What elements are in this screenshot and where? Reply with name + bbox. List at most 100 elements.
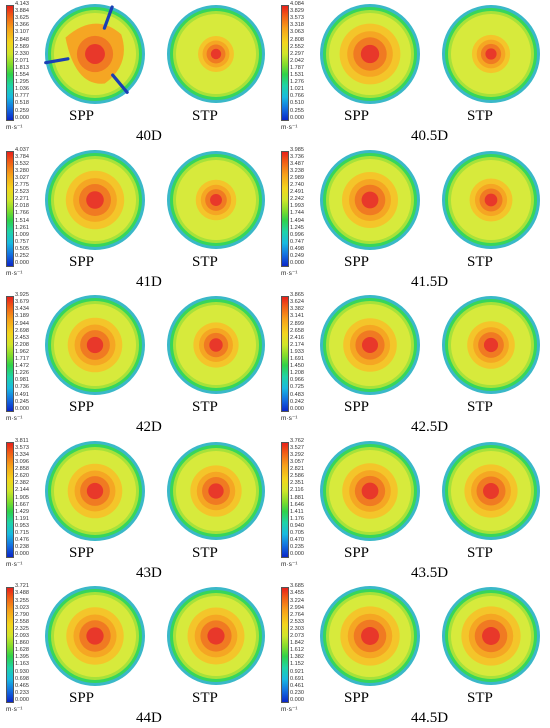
colorbar-tick-label: 2.093	[15, 633, 29, 640]
spp-label: SPP	[344, 399, 370, 416]
colorbar-tick-label: 1.962	[15, 348, 29, 355]
colorbar-tick-label: 0.476	[15, 537, 29, 544]
colorbar-tick-label: 3.527	[290, 444, 304, 451]
colorbar-tick-label: 2.764	[290, 611, 304, 618]
colorbar	[6, 296, 14, 413]
colorbar-tick-label: 1.021	[290, 86, 304, 93]
colorbar-tick-label: 4.037	[15, 146, 29, 153]
stp-disk-core	[485, 48, 497, 60]
colorbar-tick-label: 0.705	[290, 530, 304, 537]
colorbar-tick-label: 3.023	[15, 604, 29, 611]
colorbar-tick-label: 0.483	[290, 391, 304, 398]
contour-disks	[44, 4, 265, 104]
colorbar-tick-label: 1.226	[15, 370, 29, 377]
colorbar-tick-label: 0.000	[15, 114, 29, 121]
colorbar-ticks: 4.143 3.884 3.625 3.366 3.107 2.848 2.589 2.330…	[15, 1, 45, 123]
colorbar-tick-label: 3.721	[15, 583, 29, 590]
colorbar-tick-label: 1.881	[290, 494, 304, 501]
colorbar-tick-label: 2.620	[15, 473, 29, 480]
colorbar-tick-label: 2.586	[290, 473, 304, 480]
colorbar-tick-label: 1.717	[15, 356, 29, 363]
colorbar-tick-label: 1.036	[15, 86, 29, 93]
colorbar-tick-label: 2.698	[15, 327, 29, 334]
colorbar-tick-label: 1.450	[290, 363, 304, 370]
colorbar-tick-label: 3.238	[290, 167, 304, 174]
colorbar-tick-label: 1.612	[290, 647, 304, 654]
stp-label: STP	[192, 690, 218, 707]
colorbar-tick-label: 0.252	[15, 253, 29, 260]
colorbar-tick-label: 1.860	[15, 640, 29, 647]
colorbar-tick-label: 1.295	[15, 79, 29, 86]
colorbar-tick-label: 2.523	[15, 189, 29, 196]
colorbar-tick-label: 1.554	[15, 72, 29, 78]
colorbar-tick-label: 2.858	[15, 466, 29, 473]
colorbar-tick-label: 1.411	[290, 508, 304, 515]
unit-label: m·s⁻¹	[6, 124, 23, 131]
unit-label: m·s⁻¹	[281, 269, 298, 277]
colorbar-tick-label: 0.255	[290, 107, 304, 114]
colorbar-tick-label: 0.930	[15, 668, 29, 675]
contour-disks	[45, 149, 265, 250]
colorbar-tick-label: 3.455	[290, 590, 304, 597]
colorbar-tick-label: 2.808	[290, 36, 304, 43]
colorbar-tick-label: 2.658	[290, 327, 304, 334]
colorbar-tick-label: 4.143	[15, 1, 29, 7]
panel-43D: 3.811 3.573 3.334 3.096 2.858 2.620 2.382 2.144…	[0, 437, 275, 583]
colorbar-tick-label: 1.744	[290, 210, 304, 217]
colorbar-tick-label: 2.453	[15, 334, 29, 341]
spp-disk-core	[86, 337, 104, 354]
colorbar-tick-label: 0.000	[290, 405, 304, 412]
contour-disks	[45, 440, 265, 541]
colorbar-tick-label: 2.552	[290, 43, 304, 50]
colorbar-tick-label: 0.747	[290, 238, 304, 245]
colorbar-tick-label: 3.189	[15, 313, 29, 320]
position-label: 44D	[136, 710, 162, 727]
colorbar-tick-label: 0.691	[290, 675, 304, 682]
colorbar-tick-label: 2.848	[15, 36, 29, 43]
colorbar-tick-label: 0.518	[15, 100, 29, 107]
colorbar-tick-label: 0.465	[15, 682, 29, 689]
colorbar-ticks: 3.721 3.488 3.255 3.023 2.790 2.558 2.325 2.093…	[15, 583, 45, 705]
contour-disks	[320, 4, 540, 104]
colorbar-tick-label: 3.985	[290, 146, 304, 153]
colorbar-tick-label: 0.736	[15, 384, 29, 391]
colorbar-tick-label: 1.993	[290, 203, 304, 210]
stp-label: STP	[192, 544, 218, 561]
spp-disk-core	[86, 190, 104, 209]
colorbar-ticks: 4.084 3.829 3.573 3.318 3.063 2.808 2.552 2.297…	[290, 1, 320, 123]
colorbar-tick-label: 3.488	[15, 590, 29, 597]
colorbar-tick-label: 0.238	[15, 544, 29, 551]
spp-label: SPP	[69, 544, 95, 561]
colorbar-tick-label: 2.775	[15, 182, 29, 189]
colorbar-tick-label: 3.829	[290, 8, 304, 15]
colorbar-tick-label: 0.757	[15, 238, 29, 245]
position-label: 40D	[136, 128, 162, 144]
colorbar-tick-label: 0.491	[15, 391, 29, 398]
contour-disks	[45, 586, 265, 687]
colorbar-tick-label: 1.472	[15, 363, 29, 370]
colorbar-tick-label: 2.116	[290, 487, 304, 494]
colorbar	[281, 587, 289, 704]
colorbar-tick-label: 2.242	[290, 196, 304, 203]
colorbar-tick-label: 0.000	[290, 114, 304, 121]
colorbar-tick-label: 2.989	[290, 174, 304, 181]
colorbar-tick-label: 1.813	[15, 64, 29, 71]
stp-disk-core	[207, 627, 225, 645]
colorbar-tick-label: 2.271	[15, 196, 29, 203]
spp-label: SPP	[69, 690, 95, 707]
colorbar-tick-label: 2.042	[290, 57, 304, 64]
colorbar-tick-label: 3.865	[290, 292, 304, 299]
colorbar-tick-label: 3.685	[290, 583, 304, 590]
unit-label: m·s⁻¹	[6, 560, 23, 568]
colorbar-tick-label: 1.842	[290, 640, 304, 647]
unit-label: m·s⁻¹	[281, 560, 298, 568]
colorbar-tick-label: 0.940	[290, 522, 304, 529]
colorbar-tick-label: 2.740	[290, 182, 304, 189]
colorbar-tick-label: 3.107	[15, 29, 29, 36]
contour-disks	[320, 295, 540, 396]
colorbar-tick-label: 0.777	[15, 93, 29, 100]
colorbar-tick-label: 0.235	[290, 544, 304, 551]
position-label: 41.5D	[411, 273, 449, 290]
stp-label: STP	[467, 253, 493, 270]
